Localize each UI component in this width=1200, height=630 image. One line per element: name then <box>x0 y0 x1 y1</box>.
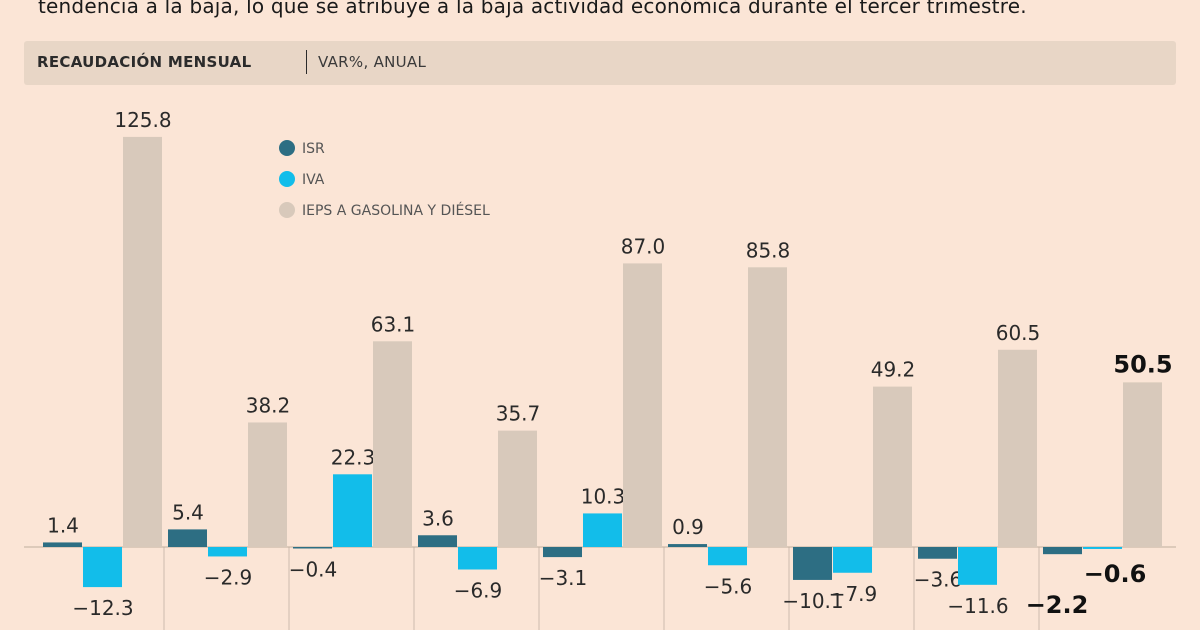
value-label-iva-3: 22.3 <box>331 445 376 469</box>
legend-swatch-isr <box>279 140 295 156</box>
value-label-ieps-4: 35.7 <box>496 402 541 426</box>
value-label-ieps-8: 60.5 <box>996 321 1041 345</box>
bar-ieps-1 <box>123 136 162 547</box>
value-label-iva-7: −7.9 <box>829 582 878 606</box>
bar-ieps-2 <box>248 422 287 547</box>
bar-ieps-9 <box>1123 382 1162 547</box>
value-label-ieps-3: 63.1 <box>371 312 416 336</box>
value-label-iva-5: 10.3 <box>581 484 626 508</box>
bar-ieps-6 <box>748 267 787 547</box>
chart-subtitle: VAR%, ANUAL <box>318 53 427 71</box>
value-label-isr-2: 5.4 <box>172 500 204 524</box>
legend-label-iva: IVA <box>302 172 325 188</box>
value-label-ieps-2: 38.2 <box>246 393 291 417</box>
value-label-isr-3: −0.4 <box>289 557 338 581</box>
legend-label-isr: ISR <box>302 141 325 157</box>
bar-iva-3 <box>333 474 372 547</box>
bar-ieps-4 <box>498 430 537 547</box>
bar-isr-8 <box>918 547 957 559</box>
bar-iva-7 <box>833 547 872 573</box>
chart-title: RECAUDACIÓN MENSUAL <box>37 53 252 71</box>
value-label-isr-6: 0.9 <box>672 515 704 539</box>
intro-text: tendencia a la baja, lo que se atribuye … <box>38 0 1027 18</box>
header-divider <box>306 50 307 74</box>
bar-ieps-8 <box>998 349 1037 547</box>
value-label-iva-4: −6.9 <box>454 578 503 602</box>
value-label-isr-1: 1.4 <box>47 513 79 537</box>
bar-isr-1 <box>43 542 82 547</box>
bar-iva-4 <box>458 547 497 570</box>
bar-iva-9 <box>1083 547 1122 549</box>
bar-iva-1 <box>83 547 122 588</box>
value-label-iva-1: −12.3 <box>72 596 133 620</box>
bar-iva-2 <box>208 547 247 557</box>
value-label-ieps-1: 125.8 <box>114 108 171 132</box>
legend-label-ieps: IEPS A GASOLINA Y DIÉSEL <box>302 202 490 219</box>
bar-ieps-3 <box>373 341 412 547</box>
value-label-isr-9: −2.2 <box>1026 591 1089 619</box>
bar-iva-8 <box>958 547 997 585</box>
value-label-iva-6: −5.6 <box>704 574 753 598</box>
bar-ieps-7 <box>873 386 912 547</box>
bar-isr-4 <box>418 535 457 547</box>
bar-iva-6 <box>708 547 747 566</box>
bar-isr-3 <box>293 547 332 549</box>
value-label-isr-7: −10.1 <box>782 589 843 613</box>
bar-isr-7 <box>793 547 832 580</box>
bar-isr-2 <box>168 529 207 547</box>
value-label-isr-5: −3.1 <box>539 566 588 590</box>
value-label-iva-2: −2.9 <box>204 565 253 589</box>
value-label-ieps-5: 87.0 <box>621 234 666 258</box>
legend-swatch-iva <box>279 171 295 187</box>
value-label-iva-8: −11.6 <box>947 594 1008 618</box>
bar-ieps-5 <box>623 263 662 547</box>
bar-isr-6 <box>668 544 707 547</box>
value-label-iva-9: −0.6 <box>1084 560 1147 588</box>
value-label-isr-8: −3.6 <box>914 568 963 592</box>
bar-iva-5 <box>583 513 622 547</box>
bar-isr-5 <box>543 547 582 558</box>
value-label-isr-4: 3.6 <box>422 506 454 530</box>
value-label-ieps-9: 50.5 <box>1113 350 1172 378</box>
legend-swatch-ieps <box>279 202 295 218</box>
value-label-ieps-7: 49.2 <box>871 358 916 382</box>
value-label-ieps-6: 85.8 <box>746 238 791 262</box>
bar-isr-9 <box>1043 547 1082 555</box>
chart-header: RECAUDACIÓN MENSUAL VAR%, ANUAL <box>24 41 1176 85</box>
